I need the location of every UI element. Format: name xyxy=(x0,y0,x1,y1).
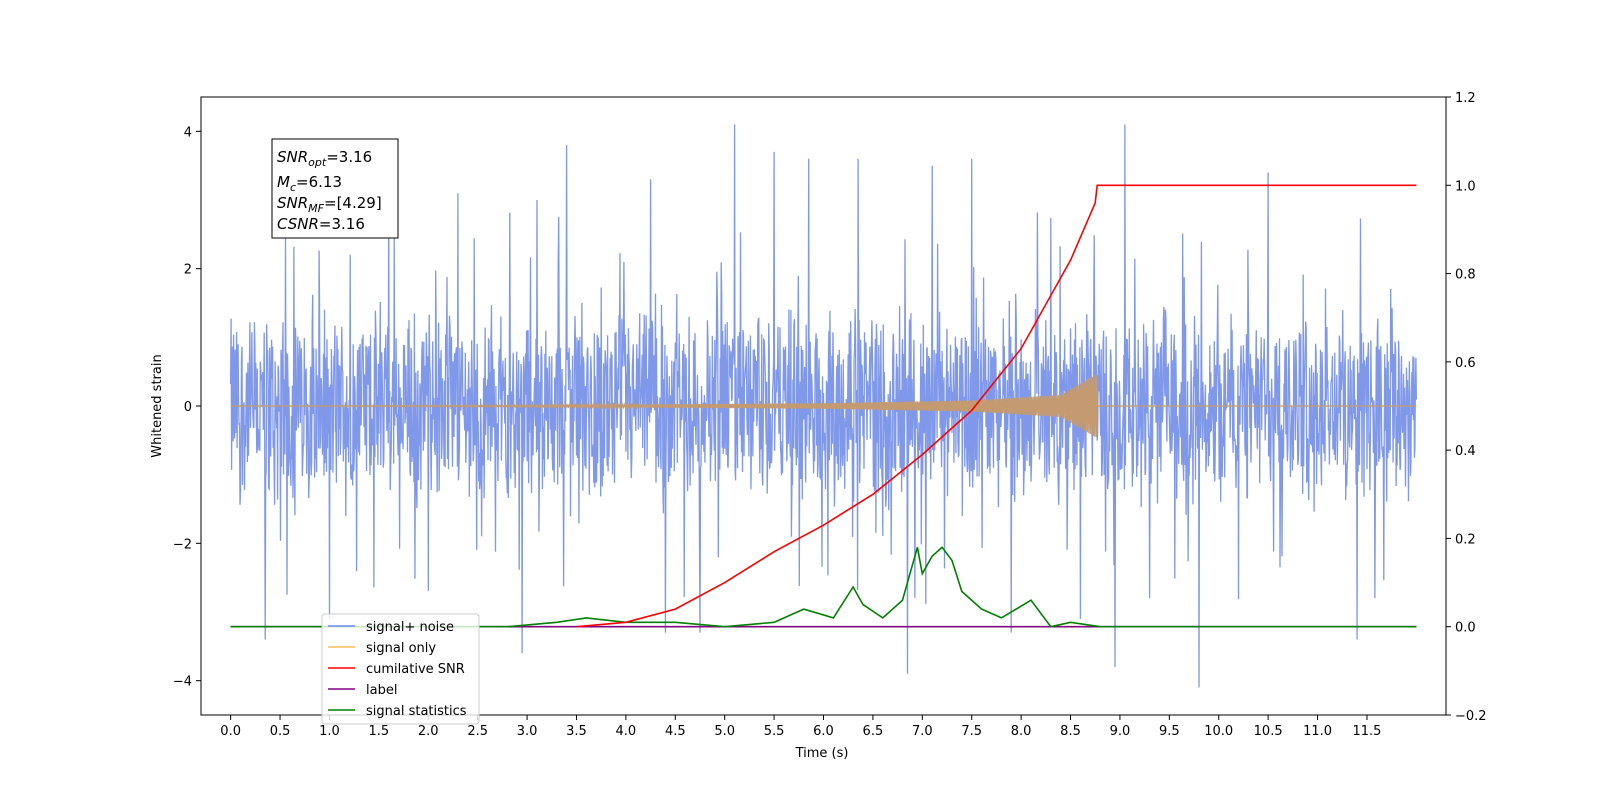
x-tick-label: 10.0 xyxy=(1204,724,1233,739)
x-tick-label: 6.0 xyxy=(813,724,834,739)
y2-tick-label: 0.8 xyxy=(1455,268,1476,283)
y-tick-label: 0 xyxy=(184,400,192,415)
y2-tick-label: 0.0 xyxy=(1455,621,1476,636)
x-tick-label: 8.0 xyxy=(1011,724,1032,739)
x-tick-label: 3.0 xyxy=(517,724,538,739)
x-tick-label: 5.0 xyxy=(714,724,735,739)
y2-tick-label: −0.2 xyxy=(1455,709,1487,724)
y2-tick-label: 0.2 xyxy=(1455,532,1476,547)
annotation-frame xyxy=(271,138,399,239)
y2-tick-label: 1.0 xyxy=(1455,179,1476,194)
x-tick-label: 4.5 xyxy=(665,724,686,739)
annotation-box: SNRopt=3.16 Mc=6.13 SNRMF=[4.29] CSNR=3.… xyxy=(271,138,399,239)
x-axis-label: Time (s) xyxy=(795,746,849,761)
legend-label: signal only xyxy=(366,641,436,656)
x-tick-label: 10.5 xyxy=(1254,724,1283,739)
x-tick-label: 5.5 xyxy=(764,724,785,739)
series-cumilative-snr-line xyxy=(576,184,1417,628)
annotation-snr-opt: SNRopt=3.16 xyxy=(277,148,372,169)
series-signal-noise-line xyxy=(229,124,1418,688)
x-tick-label: 8.5 xyxy=(1060,724,1081,739)
series-signal-only-line xyxy=(230,375,1417,437)
y2-tick-label: 0.4 xyxy=(1455,444,1476,459)
x-tick-label: 7.0 xyxy=(912,724,933,739)
annotation-mc: Mc=6.13 xyxy=(277,173,342,194)
legend-label: signal statistics xyxy=(366,704,467,719)
x-tick-label: 0.0 xyxy=(220,724,241,739)
x-tick-label: 11.5 xyxy=(1352,724,1381,739)
x-tick-label: 11.0 xyxy=(1303,724,1332,739)
y-axis-right: 1.2 1.0 0.8 0.6 0.4 0.2 0.0 −0.2 xyxy=(1446,91,1487,724)
x-tick-label: 1.5 xyxy=(369,724,390,739)
x-tick-label: 3.5 xyxy=(566,724,587,739)
annotation-csnr: CSNR=3.16 xyxy=(277,215,365,233)
legend-label: cumilative SNR xyxy=(366,662,465,677)
y2-tick-label: 0.6 xyxy=(1455,356,1476,371)
series-signal-statistics-line xyxy=(230,546,1417,628)
y2-tick-label: 1.2 xyxy=(1455,91,1476,106)
legend: signal+ noise signal only cumilative SNR la… xyxy=(321,613,480,725)
x-tick-label: 9.5 xyxy=(1159,724,1180,739)
x-tick-label: 4.0 xyxy=(616,724,637,739)
annotation-snr-mf: SNRMF=[4.29] xyxy=(277,194,382,215)
y-tick-label: 2 xyxy=(184,263,192,278)
legend-label: signal+ noise xyxy=(366,620,454,635)
y-tick-label: −4 xyxy=(173,675,192,690)
y-tick-label: 4 xyxy=(184,125,192,140)
x-axis: 0.0 0.5 1.0 1.5 2.0 2.5 3.0 3.5 4.0 4.5 5.0 5.5 6.0 6… xyxy=(220,715,1381,739)
x-tick-label: 2.5 xyxy=(467,724,488,739)
x-tick-label: 9.0 xyxy=(1110,724,1131,739)
x-tick-label: 7.5 xyxy=(961,724,982,739)
legend-label: label xyxy=(366,683,397,698)
x-tick-label: 1.0 xyxy=(319,724,340,739)
x-tick-label: 6.5 xyxy=(863,724,884,739)
y-axis-left: 4 2 0 −2 −4 xyxy=(173,125,201,690)
legend-entries: signal+ noise signal only cumilative SNR la… xyxy=(328,620,467,719)
y-tick-label: −2 xyxy=(173,537,192,552)
x-tick-label: 2.0 xyxy=(418,724,439,739)
legend-frame xyxy=(321,613,480,725)
y-axis-label: Whitened strain xyxy=(150,354,165,457)
x-tick-label: 0.5 xyxy=(270,724,291,739)
